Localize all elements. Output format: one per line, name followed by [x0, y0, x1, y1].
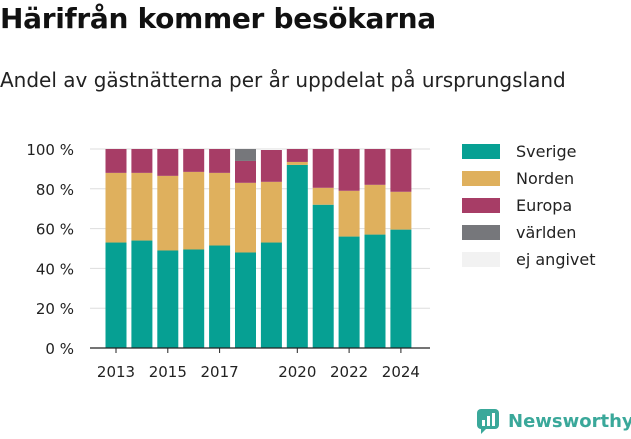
- bar-segment: [312, 149, 334, 188]
- chart-title: Härifrån kommer besökarna: [0, 2, 436, 35]
- bar-segment: [312, 187, 334, 205]
- bar-segment: [286, 149, 308, 162]
- y-tick-label: 40 %: [36, 260, 74, 278]
- legend-swatch-europa: [462, 198, 500, 213]
- bar-segment: [105, 172, 127, 243]
- bar-segment: [131, 172, 153, 241]
- x-tick-label: 2015: [149, 363, 187, 381]
- bar-segment: [364, 234, 386, 348]
- brand-logo[interactable]: Newsworthy: [476, 408, 631, 434]
- y-tick-label: 0 %: [45, 340, 74, 358]
- bars: [105, 149, 412, 348]
- bar-segment: [105, 242, 127, 348]
- bar-segment: [260, 181, 282, 243]
- legend-label-sverige: Sverige: [516, 142, 577, 161]
- bar-segment: [209, 245, 231, 348]
- newsworthy-logo-icon: [477, 409, 499, 434]
- legend-swatch-norden: [462, 171, 500, 186]
- bar-segment: [209, 172, 231, 246]
- chart-subtitle: Andel av gästnätterna per år uppdelat på…: [0, 68, 566, 92]
- x-tick-label: 2017: [201, 363, 239, 381]
- legend-item-norden[interactable]: Norden: [462, 165, 596, 192]
- bar-segment: [364, 184, 386, 235]
- legend-item-sverige[interactable]: Sverige: [462, 138, 596, 165]
- bar-segment: [260, 149, 282, 182]
- brand-name: Newsworthy: [508, 410, 631, 432]
- bar-segment: [312, 204, 334, 348]
- bar-segment: [338, 149, 360, 191]
- bar-segment: [286, 161, 308, 165]
- bar-segment: [183, 171, 205, 250]
- legend-swatch-varlden: [462, 225, 500, 240]
- legend-label-varlden: världen: [516, 223, 577, 242]
- bar-segment: [286, 164, 308, 348]
- bar-segment: [183, 249, 205, 348]
- bar-segment: [260, 242, 282, 348]
- bar-segment: [338, 236, 360, 348]
- x-tick-label: 2024: [382, 363, 420, 381]
- bar-segment: [183, 149, 205, 172]
- bar-segment: [131, 240, 153, 348]
- y-tick-label: 60 %: [36, 221, 74, 239]
- bar-segment: [390, 229, 412, 348]
- legend-item-europa[interactable]: Europa: [462, 192, 596, 219]
- legend-item-ej-angivet[interactable]: ej angivet: [462, 246, 596, 273]
- bar-segment: [338, 190, 360, 237]
- bar-segment: [105, 149, 127, 173]
- axes: 0 % 20 % 40 % 60 % 80 % 100 % 2013 2015 2017 2020…: [26, 141, 430, 381]
- bar-segment: [157, 250, 179, 348]
- y-tick-label: 20 %: [36, 300, 74, 318]
- bar-segment: [260, 149, 282, 150]
- y-tick-label: 80 %: [36, 181, 74, 199]
- legend: Sverige Norden Europa världen ej angivet: [462, 138, 596, 273]
- bar-segment: [157, 149, 179, 176]
- legend-label-ej-angivet: ej angivet: [516, 250, 596, 269]
- bar-segment: [235, 182, 256, 253]
- x-tick-label: 2022: [330, 363, 368, 381]
- bar-segment: [209, 149, 231, 173]
- bar-segment: [235, 149, 256, 161]
- x-tick-label: 2020: [278, 363, 316, 381]
- x-tick-label: 2013: [97, 363, 135, 381]
- y-tick-label: 100 %: [26, 141, 74, 159]
- bar-segment: [390, 149, 412, 192]
- legend-label-europa: Europa: [516, 196, 573, 215]
- legend-item-varlden[interactable]: världen: [462, 219, 596, 246]
- legend-label-norden: Norden: [516, 169, 575, 188]
- bar-segment: [235, 252, 256, 348]
- legend-swatch-sverige: [462, 144, 500, 159]
- bar-segment: [390, 191, 412, 230]
- bar-segment: [157, 175, 179, 251]
- bar-segment: [235, 160, 256, 183]
- bar-segment: [364, 149, 386, 185]
- legend-swatch-ej-angivet: [462, 252, 500, 267]
- bar-segment: [131, 149, 153, 173]
